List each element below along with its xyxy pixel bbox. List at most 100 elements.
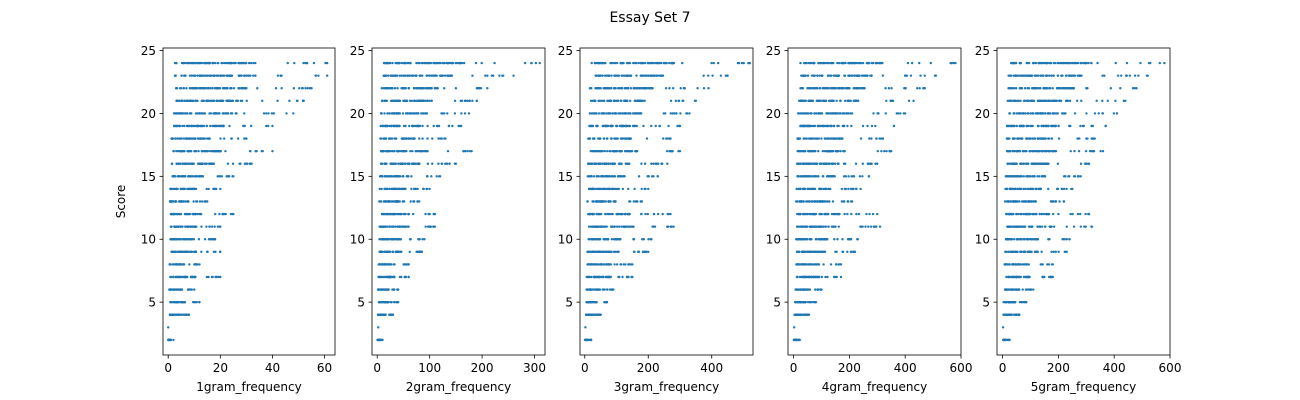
scatter-point <box>198 61 201 65</box>
scatter-point <box>169 275 173 279</box>
scatter-point <box>202 112 206 115</box>
x-tick-label: 200 <box>1047 361 1070 375</box>
scatter-point <box>608 149 611 153</box>
scatter-point <box>637 99 640 103</box>
scatter-point <box>881 74 885 77</box>
scatter-point <box>842 162 846 165</box>
scatter-point <box>591 99 594 103</box>
scatter-point <box>907 99 911 103</box>
scatter-point <box>820 137 823 140</box>
scatter-point <box>232 61 236 65</box>
scatter-point <box>410 99 414 103</box>
scatter-point <box>245 162 248 165</box>
scatter-point <box>176 137 179 140</box>
scatter-point <box>604 61 607 65</box>
scatter-point <box>610 212 613 216</box>
scatter-point <box>808 87 811 90</box>
scatter-point <box>598 250 601 254</box>
scatter-point <box>819 212 822 216</box>
scatter-point <box>602 112 606 115</box>
scatter-point <box>447 61 450 65</box>
scatter-point <box>439 137 442 140</box>
scatter-point <box>603 187 606 191</box>
scatter-point <box>837 87 840 90</box>
scatter-point <box>392 124 396 128</box>
scatter-point <box>201 175 205 178</box>
scatter-point <box>480 61 483 65</box>
scatter-point <box>243 112 246 115</box>
scatter-point <box>188 263 191 266</box>
scatter-point <box>800 112 803 115</box>
scatter-point <box>219 275 222 279</box>
scatter-point <box>196 112 199 115</box>
scatter-point <box>471 74 474 77</box>
scatter-point <box>394 225 397 228</box>
scatter-point <box>216 175 219 178</box>
scatter-point <box>242 87 245 90</box>
scatter-point <box>799 124 803 128</box>
scatter-point <box>262 112 266 115</box>
scatter-point <box>225 87 228 90</box>
scatter-point <box>464 99 467 103</box>
scatter-point <box>806 74 810 77</box>
scatter-point <box>454 61 457 65</box>
scatter-point <box>433 212 437 216</box>
scatter-point <box>300 87 304 90</box>
scatter-point <box>719 74 723 77</box>
x-tick-label: 400 <box>700 361 723 375</box>
scatter-point <box>226 162 230 165</box>
scatter-point <box>624 225 627 228</box>
scatter-point <box>640 162 643 165</box>
scatter-point <box>401 200 404 203</box>
scatter-point <box>198 263 201 266</box>
scatter-point <box>820 275 824 279</box>
scatter-point <box>616 74 619 77</box>
scatter-point <box>417 238 420 241</box>
scatter-point <box>305 61 309 65</box>
scatter-point <box>218 149 222 153</box>
scatter-point <box>409 200 412 203</box>
scatter-point <box>607 112 610 115</box>
scatter-point <box>603 74 607 77</box>
scatter-point <box>378 263 381 266</box>
scatter-point <box>639 212 643 216</box>
scatter-point <box>216 112 219 115</box>
scatter-point <box>830 87 834 90</box>
scatter-point <box>254 74 257 77</box>
scatter-point <box>829 61 832 65</box>
scatter-point <box>652 212 656 216</box>
scatter-point <box>665 137 668 140</box>
scatter-point <box>1125 61 1129 65</box>
scatter-point <box>378 300 381 304</box>
scatter-point <box>813 187 817 191</box>
scatter-point <box>1065 74 1068 77</box>
scatter-point <box>736 61 740 65</box>
scatter-point <box>824 275 827 279</box>
scatter-point <box>668 149 671 153</box>
scatter-point <box>815 137 818 140</box>
scatter-point <box>212 61 215 65</box>
y-tick-label: 15 <box>766 170 781 184</box>
scatter-point <box>831 99 834 103</box>
scatter-point <box>179 162 182 165</box>
scatter-point <box>1041 74 1045 77</box>
scatter-point <box>383 99 386 103</box>
scatter-point <box>619 137 623 140</box>
scatter-point <box>239 99 242 103</box>
scatter-point <box>800 99 803 103</box>
scatter-point <box>206 87 210 90</box>
scatter-point <box>199 137 203 140</box>
scatter-point <box>223 137 226 140</box>
scatter-point <box>835 212 839 216</box>
scatter-point <box>1137 74 1140 77</box>
scatter-point <box>613 263 616 266</box>
scatter-point <box>833 212 836 216</box>
scatter-point <box>185 313 188 316</box>
scatter-point <box>180 275 184 279</box>
scatter-point <box>190 175 194 178</box>
scatter-point <box>1116 74 1120 77</box>
scatter-point <box>1025 74 1029 77</box>
scatter-point <box>702 87 706 90</box>
scatter-point <box>381 149 384 153</box>
